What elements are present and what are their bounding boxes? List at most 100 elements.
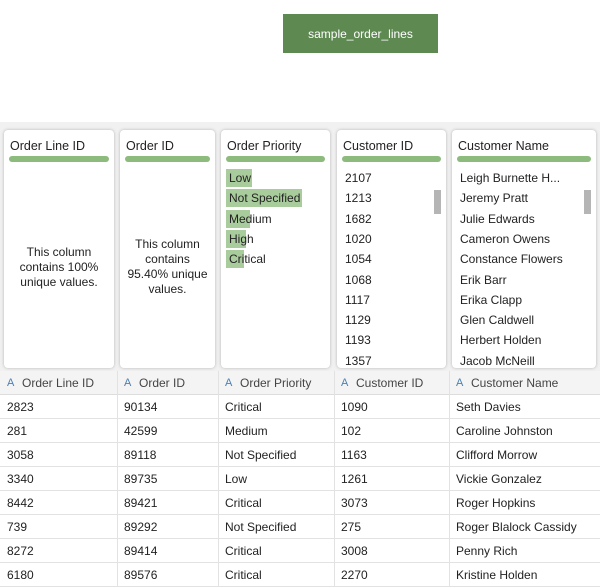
table-cell: 275 [341,520,362,534]
profile-item[interactable]: 1682 [345,211,372,226]
profile-item[interactable]: Not Specified [229,191,301,206]
scrollbar [434,190,441,214]
card-text: This column contains 95.40% unique value… [127,237,208,296]
table-cell: 8442 [7,496,34,510]
table-cell: 102 [341,424,362,438]
column-divider [218,371,219,586]
table-cell: Critical [225,496,262,510]
profile-item[interactable]: Herbert Holden [460,333,542,348]
table-cell: 3008 [341,544,368,558]
type-icon: A [124,377,132,389]
table-cell: 42599 [124,424,158,438]
scrollbar [584,190,591,214]
profile-card[interactable]: Order Line ID This column contains 100% u… [4,130,114,368]
frequency-bar [226,169,252,187]
dataset-button[interactable]: sample_order_lines [283,14,438,53]
card-bar [342,156,441,162]
profile-item[interactable]: 2107 [345,171,372,185]
column-header[interactable]: Order Priority [240,376,312,390]
row-divider [0,490,600,491]
frequency-bar [226,250,244,269]
profile-item[interactable]: 1054 [345,252,372,267]
type-icon: A [341,377,349,389]
column-divider [117,371,118,586]
column-header[interactable]: Order Line ID [22,376,95,390]
profile-item[interactable]: High [229,231,254,246]
table-cell: 3340 [7,472,34,486]
table-cell: 89414 [124,544,158,558]
table-cell: Penny Rich [456,544,518,558]
profile-item[interactable]: Cameron Owens [460,231,551,246]
table-cell: 89118 [124,448,157,462]
table-cell: Critical [225,400,262,414]
profile-item[interactable]: Erik Barr [460,272,507,287]
table-cell: 8272 [7,544,34,558]
frequency-bar [226,229,246,248]
table-cell: Medium [225,424,268,438]
table-cell: 3073 [341,496,368,510]
card-text: This column contains 100% unique values. [19,245,99,289]
column-header[interactable]: Customer ID [356,376,424,390]
type-icon: A [456,377,464,389]
profile-item[interactable]: Leigh Burnette H... [460,171,561,185]
profile-item[interactable]: Constance Flowers [460,252,563,267]
table-cell: Roger Blalock Cassidy [456,520,577,534]
profile-item[interactable]: Low [229,171,252,185]
profile-item[interactable]: Erika Clapp [460,292,523,307]
card-bar [226,156,325,162]
table-cell: Caroline Johnston [456,424,553,438]
card-bar [457,156,591,162]
profile-item[interactable]: 1020 [345,231,372,246]
table-cell: Kristine Holden [456,568,538,582]
table-cell: 739 [7,520,28,534]
type-icon: A [225,377,233,389]
card-bar [125,156,210,162]
table-cell: 89735 [124,472,158,486]
profile-item[interactable]: Medium [229,211,272,226]
card-title: Order ID [126,139,174,153]
table-cell: Critical [225,568,262,582]
profile-item[interactable]: 1213 [345,191,372,206]
row-divider [0,538,600,539]
table-cell: Not Specified [225,448,297,462]
table-cell: 89292 [124,520,158,534]
profile-item[interactable]: 1068 [345,272,372,287]
profile-item[interactable]: Jacob McNeill [460,353,535,368]
card-title: Order Line ID [10,139,86,153]
profile-item[interactable]: Julie Edwards [460,211,535,226]
column-divider [449,371,450,586]
profile-card[interactable]: Customer ID 2107 1213 1682 1020 1054 1068 1117 1… [337,130,446,368]
profile-card[interactable]: Order ID This column contains 95.40% uniq… [120,130,215,368]
row-divider [0,514,600,515]
profile-card[interactable]: Customer Name Leigh Burnette H... Jeremy P… [452,130,596,368]
table-cell: 1163 [341,448,367,462]
profile-item[interactable]: 1193 [345,333,371,348]
row-divider [0,418,600,419]
card-title: Customer ID [343,139,414,153]
profile-item[interactable]: Glen Caldwell [460,313,535,328]
card-bar [9,156,109,162]
profile-item[interactable]: 1129 [345,313,371,328]
column-header[interactable]: Customer Name [471,376,559,390]
profile-item[interactable]: 1357 [345,353,372,368]
profile-item[interactable]: 1117 [345,292,370,307]
column-header[interactable]: Order ID [139,376,186,390]
table-cell: Low [225,472,248,486]
table-cell: 89576 [124,568,158,582]
row-divider [0,466,600,467]
table-cell: 2270 [341,568,368,582]
row-divider [0,562,600,563]
table-cell: Seth Davies [456,400,521,414]
column-divider [334,371,335,586]
profile-item[interactable]: Critical [229,252,266,267]
row-divider [0,442,600,443]
frequency-bar [226,189,302,208]
profile-card[interactable]: Order Priority Low Not Specified Medium High… [221,130,330,368]
table-cell: Vickie Gonzalez [456,472,542,486]
table-cell: Critical [225,544,262,558]
profile-item[interactable]: Jeremy Pratt [460,191,529,206]
table-cell: 1090 [341,400,368,414]
table-cell: Not Specified [225,520,297,534]
table-cell: 90134 [124,400,158,414]
